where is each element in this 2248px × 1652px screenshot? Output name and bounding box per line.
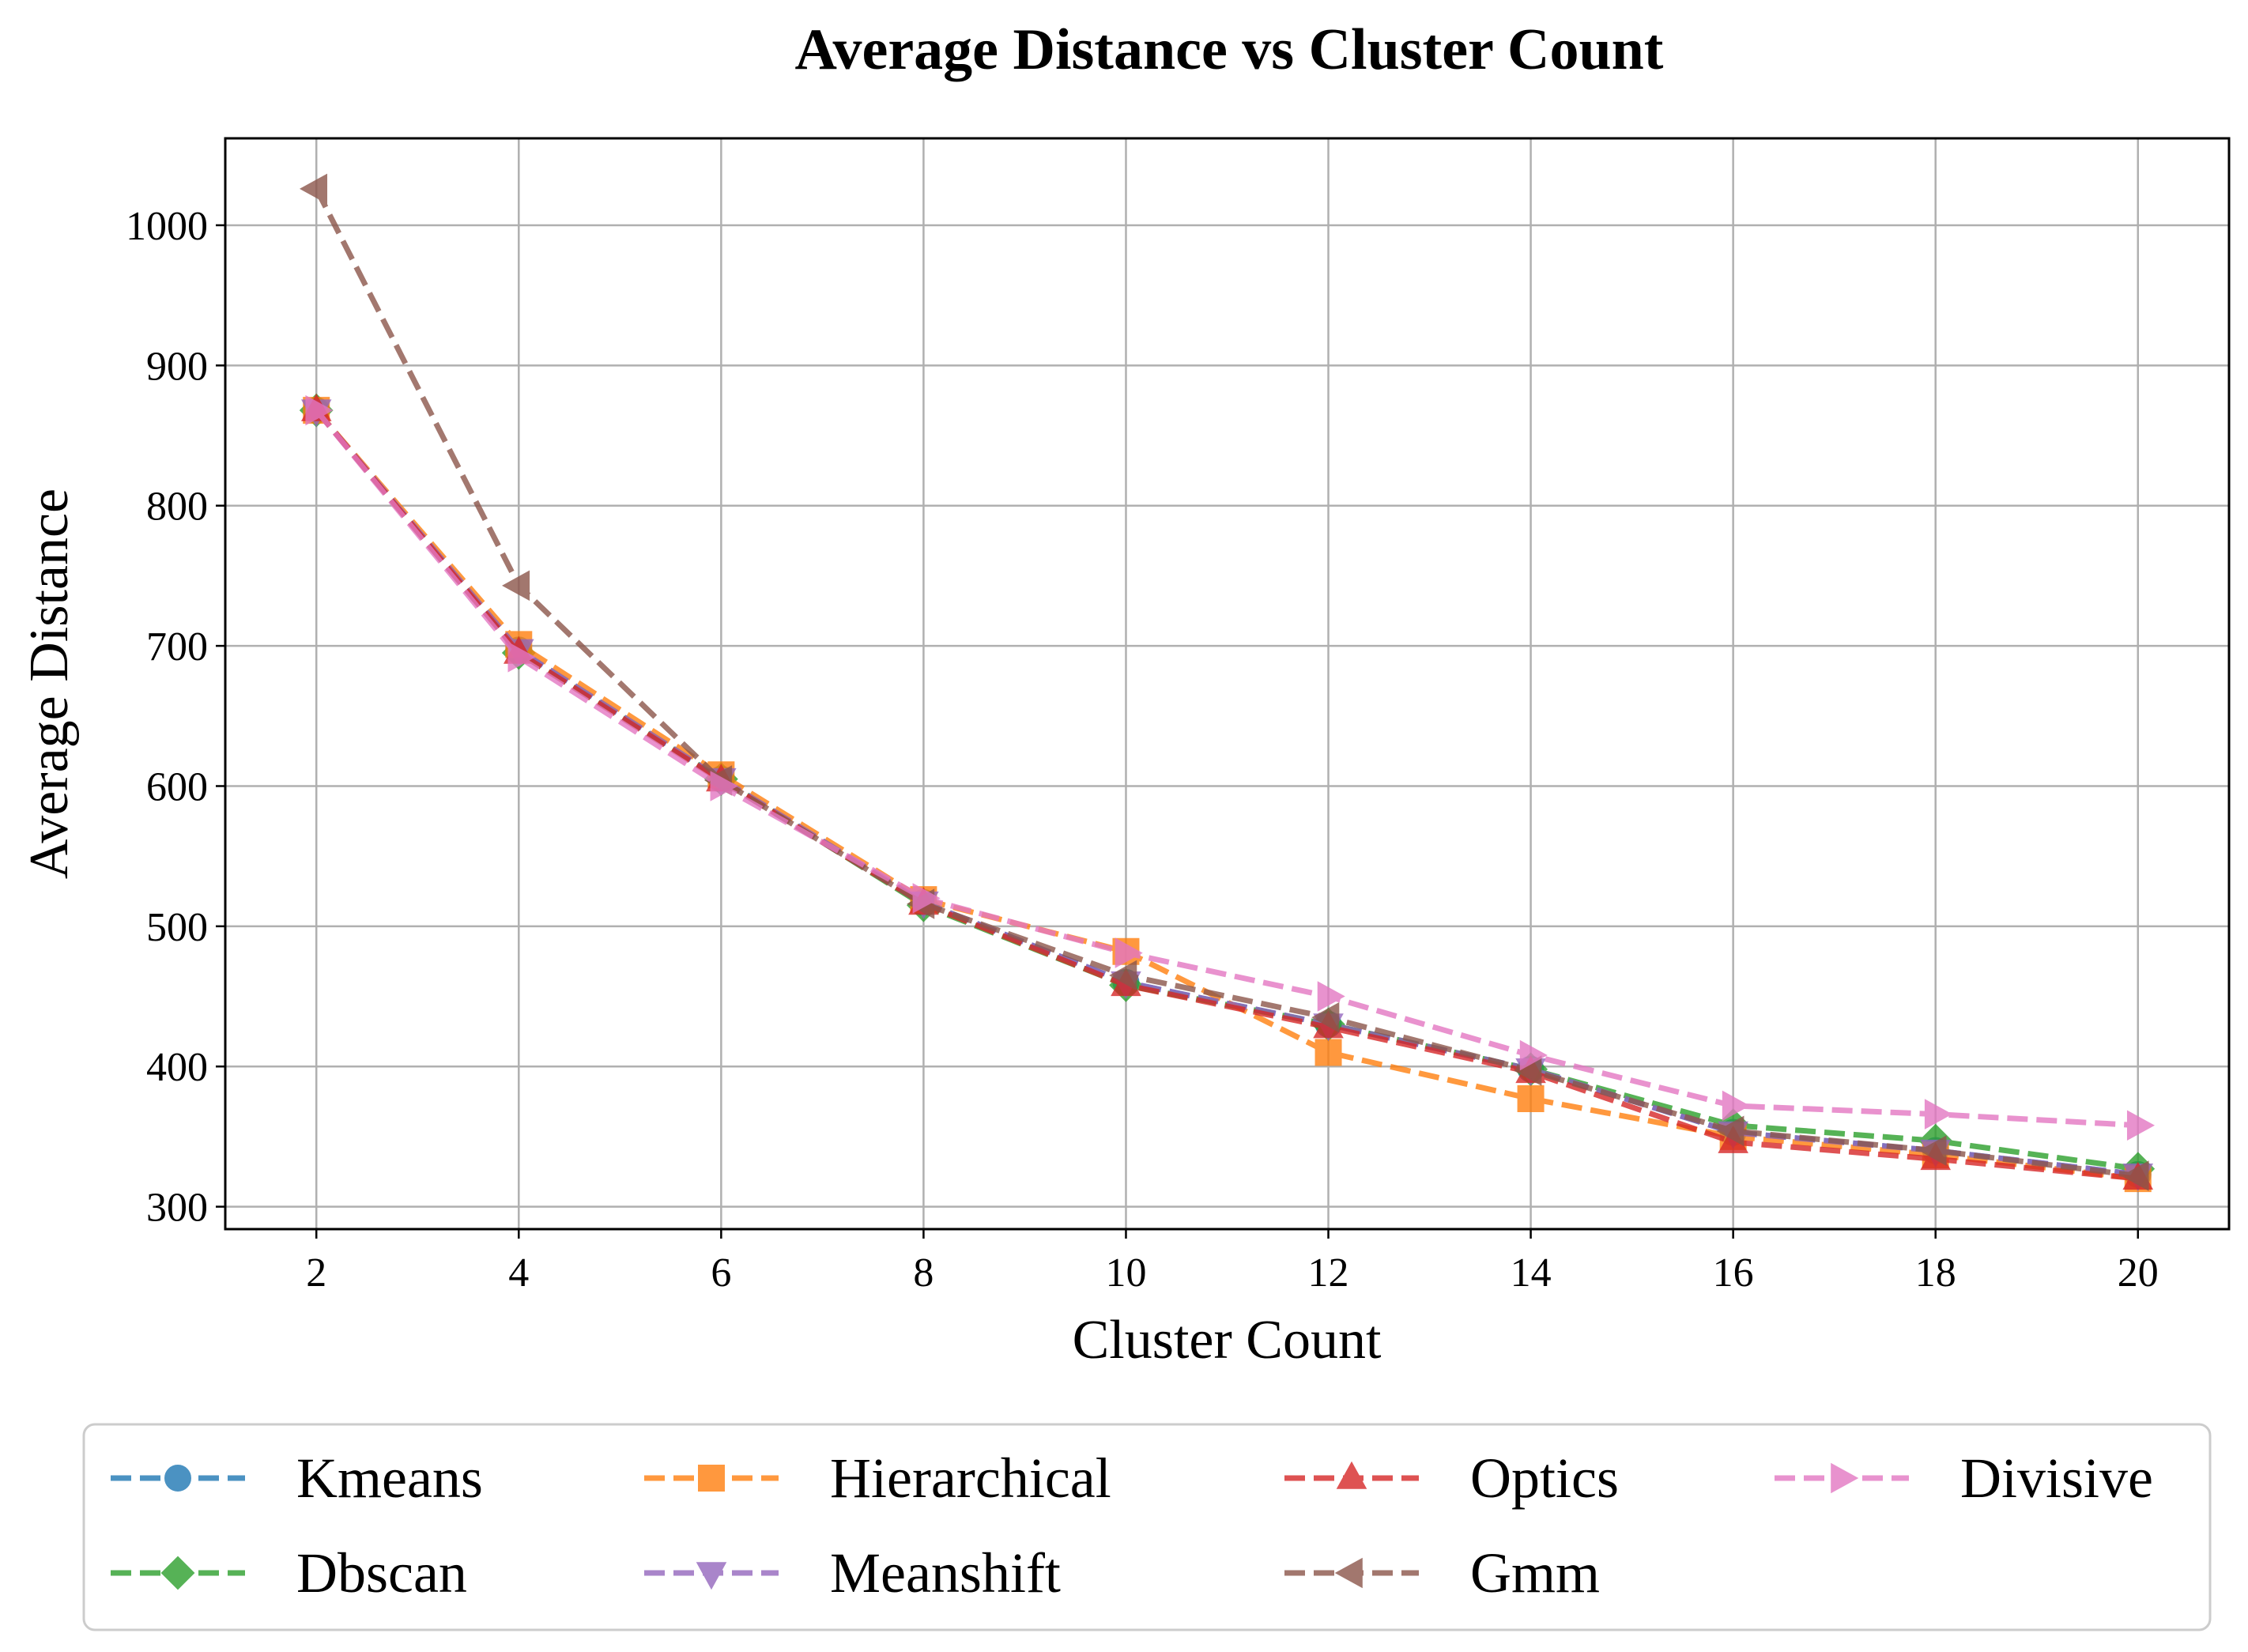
legend-item-dbscan: Dbscan bbox=[111, 1541, 467, 1605]
y-tick-label: 700 bbox=[146, 624, 208, 669]
legend-swatch-dbscan bbox=[111, 1556, 245, 1590]
legend-label-divisive: Divisive bbox=[1960, 1446, 2153, 1510]
series-line-dbscan bbox=[314, 408, 2139, 1172]
plot-frame bbox=[224, 137, 2231, 1231]
data-point-hierarchical bbox=[1517, 1085, 1545, 1113]
series-line-divisive bbox=[314, 408, 2138, 1129]
legend-item-optics: Optics bbox=[1284, 1446, 1619, 1510]
legend-item-meanshift: Meanshift bbox=[644, 1541, 1061, 1605]
x-tick-label: 12 bbox=[1308, 1250, 1349, 1296]
data-point-divisive bbox=[1317, 981, 1345, 1012]
x-tick-label: 4 bbox=[508, 1250, 529, 1296]
legend-swatch-optics bbox=[1284, 1461, 1419, 1489]
series-line-optics bbox=[314, 408, 2139, 1182]
data-point-gmm bbox=[502, 570, 530, 602]
x-tick-label: 16 bbox=[1713, 1250, 1754, 1296]
data-point-divisive bbox=[1924, 1099, 1952, 1130]
x-tick-label: 10 bbox=[1105, 1250, 1146, 1296]
y-tick-label: 1000 bbox=[126, 204, 208, 249]
legend-swatch-marker bbox=[696, 1562, 727, 1590]
series-layer bbox=[299, 173, 2156, 1193]
data-point-divisive bbox=[507, 642, 536, 673]
y-ticks: 300 400 500 600 700 800 900 1000 bbox=[126, 204, 225, 1231]
data-point-divisive bbox=[305, 394, 334, 426]
grid bbox=[225, 138, 2229, 1229]
series-line-meanshift bbox=[314, 408, 2139, 1178]
series-line-gmm bbox=[314, 187, 2139, 1179]
series-gmm bbox=[299, 173, 2149, 1191]
legend-label-meanshift: Meanshift bbox=[830, 1541, 1061, 1605]
legend-swatch-marker bbox=[1334, 1557, 1363, 1589]
data-point-gmm bbox=[1311, 1001, 1340, 1033]
x-axis-label: Cluster Count bbox=[1073, 1310, 1382, 1371]
series-meanshift bbox=[300, 399, 2154, 1192]
legend-box bbox=[82, 1423, 2212, 1631]
x-tick-label: 20 bbox=[2118, 1250, 2159, 1296]
legend-swatch-marker bbox=[698, 1465, 725, 1492]
x-tick-label: 8 bbox=[913, 1250, 934, 1296]
data-point-divisive bbox=[1722, 1090, 1750, 1122]
data-point-gmm bbox=[2121, 1160, 2149, 1191]
y-tick-label: 800 bbox=[146, 485, 208, 530]
data-point-divisive bbox=[710, 771, 738, 801]
legend-swatch-divisive bbox=[1775, 1462, 1909, 1494]
y-axis-label: Average Distance bbox=[19, 488, 80, 879]
y-tick-label: 500 bbox=[146, 905, 208, 950]
legend-item-gmm: Gmm bbox=[1284, 1541, 1600, 1605]
data-point-gmm bbox=[1918, 1135, 1947, 1166]
series-line-hierarchical bbox=[314, 408, 2139, 1182]
legend-item-kmeans: Kmeans bbox=[111, 1446, 483, 1510]
series-kmeans bbox=[303, 397, 2152, 1188]
data-point-divisive bbox=[912, 883, 941, 914]
y-tick-label: 400 bbox=[146, 1045, 208, 1090]
legend-swatch-marker bbox=[1831, 1462, 1859, 1494]
legend-item-hierarchical: Hierarchical bbox=[644, 1446, 1111, 1510]
chart-title: Average Distance vs Cluster Count bbox=[795, 17, 1664, 82]
data-point-gmm bbox=[299, 173, 328, 205]
data-point-gmm bbox=[1716, 1115, 1744, 1147]
series-divisive bbox=[305, 394, 2156, 1141]
y-tick-label: 300 bbox=[146, 1186, 208, 1231]
legend-swatch-hierarchical bbox=[644, 1465, 779, 1492]
series-line-kmeans bbox=[314, 408, 2139, 1178]
legend-item-divisive: Divisive bbox=[1775, 1446, 2153, 1510]
legend: Kmeans Dbscan Hierarchical Meanshift Optics G… bbox=[82, 1423, 2212, 1631]
x-tick-label: 2 bbox=[306, 1250, 326, 1296]
legend-label-gmm: Gmm bbox=[1470, 1541, 1600, 1605]
legend-swatch-marker bbox=[164, 1465, 191, 1492]
legend-swatch-kmeans bbox=[111, 1465, 245, 1492]
legend-swatch-gmm bbox=[1284, 1557, 1419, 1589]
y-tick-label: 900 bbox=[146, 344, 208, 389]
data-point-divisive bbox=[1115, 937, 1143, 968]
legend-swatch-marker bbox=[160, 1556, 195, 1590]
x-tick-label: 18 bbox=[1915, 1250, 1956, 1296]
x-ticks: 2 4 6 8 10 12 14 16 18 20 bbox=[306, 1229, 2159, 1296]
legend-swatch-marker bbox=[1336, 1461, 1367, 1489]
legend-label-optics: Optics bbox=[1470, 1446, 1619, 1510]
data-point-divisive bbox=[2126, 1110, 2156, 1141]
legend-label-dbscan: Dbscan bbox=[296, 1541, 467, 1605]
legend-label-kmeans: Kmeans bbox=[296, 1446, 483, 1510]
series-hierarchical bbox=[303, 397, 2152, 1193]
x-tick-label: 14 bbox=[1511, 1250, 1552, 1296]
series-optics bbox=[300, 393, 2154, 1190]
legend-swatch-meanshift bbox=[644, 1562, 779, 1590]
legend-label-hierarchical: Hierarchical bbox=[830, 1446, 1111, 1510]
data-point-gmm bbox=[1109, 960, 1137, 991]
data-point-hierarchical bbox=[1314, 1039, 1342, 1066]
y-tick-label: 600 bbox=[146, 764, 208, 809]
data-point-divisive bbox=[1519, 1039, 1548, 1071]
x-tick-label: 6 bbox=[711, 1250, 731, 1296]
